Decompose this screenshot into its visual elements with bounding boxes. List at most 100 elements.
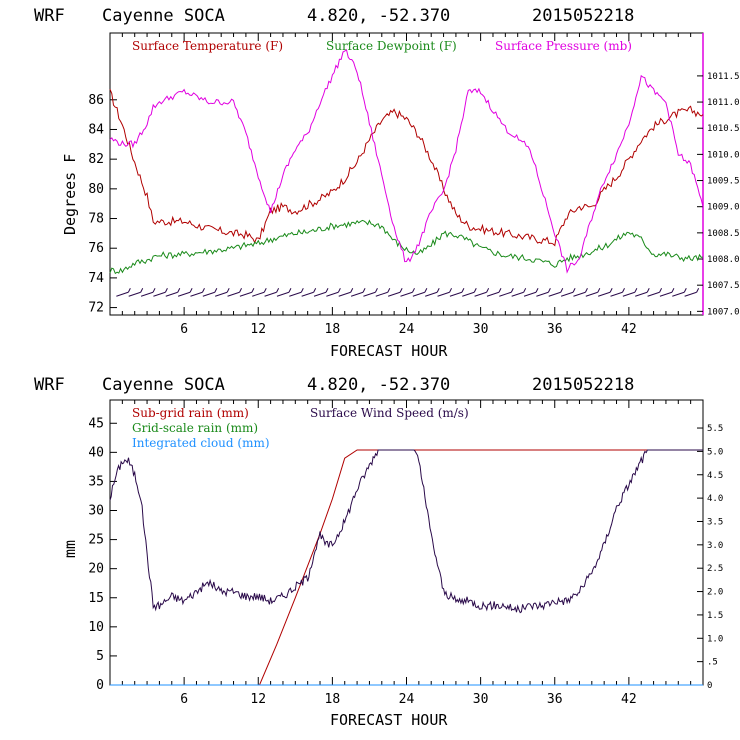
wind-barb-flag — [412, 287, 415, 293]
wind-barb — [622, 291, 636, 297]
wind-barb — [449, 291, 463, 297]
chart2-legend: Sub-grid rain (mm) Grid-scale rain (mm) … — [132, 406, 469, 450]
chart1-x-ticks: 6 12 18 24 30 36 42 — [121, 33, 692, 337]
wind-barb-flag — [671, 287, 675, 293]
temperature-pressure-chart: 72 74 76 78 80 82 84 86 1007.0 1007.5 1008.0 1008.… — [61, 32, 740, 360]
chart2-x-tick-label: 42 — [621, 692, 637, 707]
legend-gridscale-rain: Grid-scale rain (mm) — [132, 421, 258, 435]
top-header-init: 2015052218 — [532, 6, 634, 26]
precipitation-wind-chart: 0 5 10 15 20 25 30 35 40 45 0 .5 1.0 1.5 2.0 2.5 3.0 3.5… — [61, 399, 723, 729]
chart2-y-tick-label: 5 — [96, 649, 104, 664]
wind-barb — [635, 291, 648, 297]
chart1-y2-tick-label: 1009.0 — [707, 203, 740, 213]
chart1-x-tick-label: 24 — [399, 322, 415, 337]
wind-barb-flag — [325, 287, 329, 293]
chart2-y2-tick-label: 4.0 — [707, 494, 723, 504]
wind-barb-flag — [300, 287, 304, 293]
wind-barb — [289, 291, 302, 297]
bottom-header-station: Cayenne SOCA — [102, 375, 225, 395]
chart2-y2-ticks: 0 .5 1.0 1.5 2.0 2.5 3.0 3.5 4.0 4.5 5.0 5.5 — [697, 424, 723, 691]
wind-barb-flag — [696, 287, 700, 293]
wind-barb-flag — [424, 287, 428, 293]
wind-barb — [375, 291, 388, 297]
wind-barb — [499, 291, 512, 297]
chart2-y2-tick-label: 5.0 — [707, 447, 723, 457]
chart2-x-tick-label: 30 — [473, 692, 489, 707]
chart2-y2-tick-label: 5.5 — [707, 424, 723, 434]
wind-barb — [264, 291, 277, 297]
wind-barb-flag — [387, 287, 391, 293]
chart1-y2-tick-label: 1008.0 — [707, 255, 740, 265]
wind-barb-flag — [164, 287, 168, 293]
chart2-y2-tick-label: 1.5 — [707, 611, 723, 621]
legend-surface-pressure: Surface Pressure (mb) — [495, 39, 632, 53]
wind-barb-flag — [313, 287, 317, 293]
wind-barb-flag — [473, 287, 477, 293]
wind-barb-flag — [547, 287, 551, 293]
wind-barb-flag — [498, 287, 502, 293]
wind-barb — [116, 291, 129, 297]
chart1-y2-tick-label: 1011.5 — [707, 72, 740, 82]
wind-barb-flag — [189, 287, 193, 293]
wind-barb — [140, 291, 154, 297]
wind-barb — [610, 291, 623, 297]
wind-barb-flag — [337, 287, 341, 293]
wind-barb — [177, 291, 191, 297]
wind-barb-flag — [239, 287, 242, 293]
chart2-y2-tick-label: 2.5 — [707, 564, 723, 574]
chart2-x-tick-label: 18 — [325, 692, 341, 707]
chart2-y-ticks: 0 5 10 15 20 25 30 35 40 45 — [88, 416, 117, 693]
wind-barbs — [116, 287, 700, 297]
wind-barb-flag — [276, 287, 280, 293]
chart2-y-tick-label: 35 — [88, 474, 104, 489]
wind-barb-flag — [560, 287, 564, 293]
wind-barb-flag — [288, 287, 292, 293]
wind-barb — [511, 291, 524, 297]
top-header: WRF Cayenne SOCA 4.820, -52.370 20150522… — [34, 6, 634, 26]
wind-barb — [387, 291, 401, 297]
wind-barb-flag — [362, 287, 366, 293]
wind-barb-flag — [399, 287, 403, 293]
chart2-y2-tick-label: 0 — [707, 681, 712, 691]
bottom-header: WRF Cayenne SOCA 4.820, -52.370 20150522… — [34, 375, 634, 395]
wind-barb-flag — [486, 287, 490, 293]
wind-barb — [313, 291, 327, 297]
chart1-x-tick-label: 42 — [621, 322, 637, 337]
chart2-y-axis-label: mm — [61, 540, 79, 558]
chart1-y-tick-label: 80 — [88, 182, 104, 197]
chart1-legend: Surface Temperature (F) Surface Dewpoint… — [132, 39, 632, 53]
top-header-model: WRF — [34, 6, 65, 26]
chart2-y-tick-label: 15 — [88, 591, 104, 606]
chart1-y-tick-label: 76 — [88, 241, 104, 256]
wind-barb-flag — [214, 287, 218, 293]
wind-barb — [425, 291, 438, 297]
wind-barb-flag — [127, 287, 131, 293]
wind-barb-flag — [523, 287, 527, 293]
chart1-x-tick-label: 36 — [547, 322, 563, 337]
chart1-y2-tick-label: 1007.5 — [707, 281, 740, 291]
chart1-x-tick-label: 12 — [250, 322, 266, 337]
chart2-y-tick-label: 25 — [88, 533, 104, 548]
chart2-y2-tick-label: 2.0 — [707, 588, 723, 598]
chart2-x-tick-label: 24 — [399, 692, 415, 707]
wind-barb — [276, 291, 290, 297]
chart2-x-tick-label: 12 — [250, 692, 266, 707]
wind-barb — [350, 291, 364, 297]
wind-barb — [227, 291, 240, 297]
chart1-x-tick-label: 6 — [180, 322, 188, 337]
wind-barb — [523, 291, 537, 297]
wind-barb — [474, 291, 487, 297]
bottom-header-model: WRF — [34, 375, 65, 395]
wind-barb — [202, 291, 215, 297]
chart1-y-tick-label: 72 — [88, 301, 104, 316]
wind-barb — [338, 291, 351, 297]
chart1-y2-tick-label: 1011.0 — [707, 98, 740, 108]
wind-barb — [585, 291, 598, 297]
wind-barb-flag — [634, 287, 638, 293]
wind-barb — [486, 291, 500, 297]
surface-wind-speed-line — [109, 449, 703, 614]
wind-barb — [190, 291, 203, 297]
wind-barb — [412, 291, 426, 297]
legend-surface-wind-speed: Surface Wind Speed (m/s) — [310, 406, 469, 420]
chart2-x-tick-label: 36 — [547, 692, 563, 707]
